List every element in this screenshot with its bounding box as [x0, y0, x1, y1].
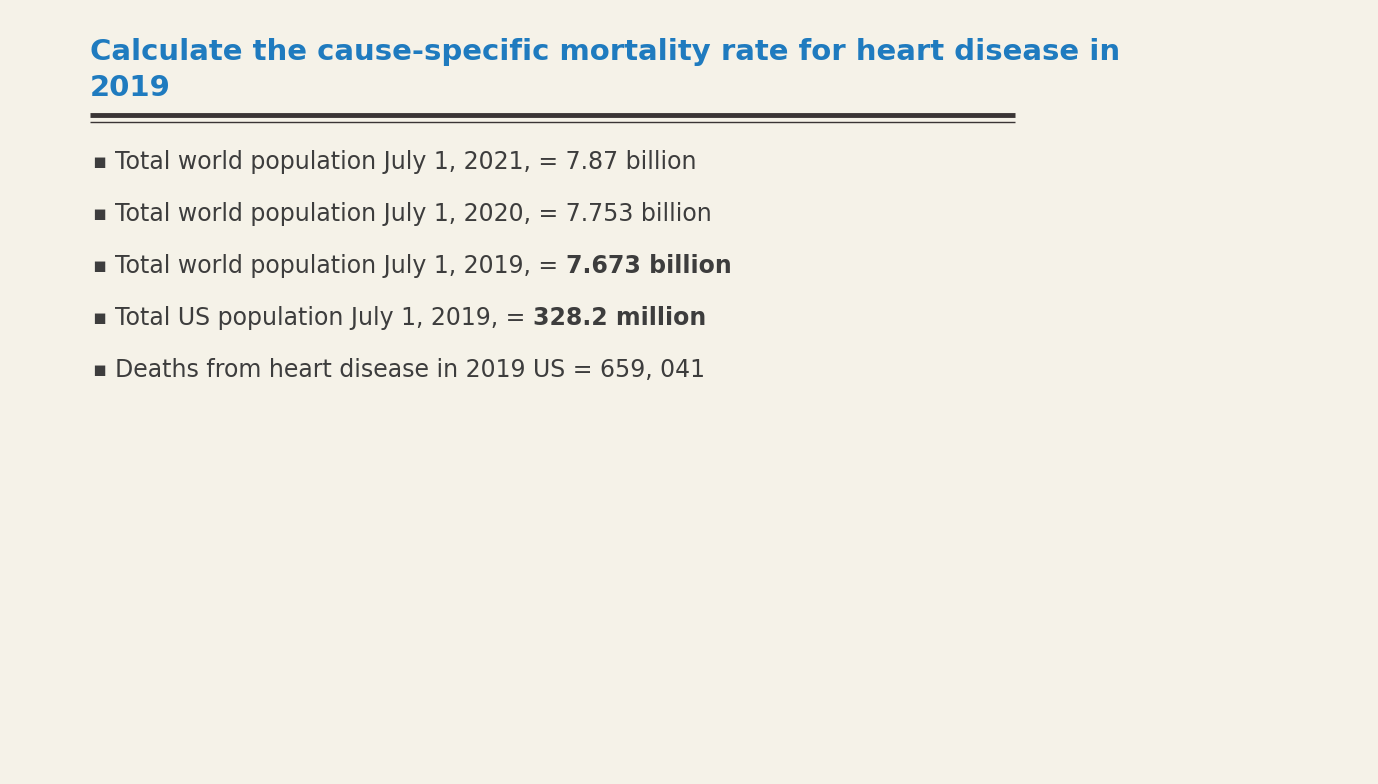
Text: Total world population July 1, 2021, = 7.87 billion: Total world population July 1, 2021, = 7…	[114, 150, 696, 174]
Text: 328.2 million: 328.2 million	[533, 306, 706, 330]
Text: Total world population July 1, 2020, = 7.753 billion: Total world population July 1, 2020, = 7…	[114, 202, 712, 226]
Text: Deaths from heart disease in 2019 US = 659, 041: Deaths from heart disease in 2019 US = 6…	[114, 358, 706, 382]
Text: ▪: ▪	[92, 360, 106, 380]
Text: ▪: ▪	[92, 256, 106, 276]
Text: Total US population July 1, 2019, =: Total US population July 1, 2019, =	[114, 306, 533, 330]
Text: ▪: ▪	[92, 152, 106, 172]
Text: 2019: 2019	[90, 74, 171, 102]
Text: ▪: ▪	[92, 204, 106, 224]
Text: ▪: ▪	[92, 308, 106, 328]
Text: Calculate the cause-specific mortality rate for heart disease in: Calculate the cause-specific mortality r…	[90, 38, 1120, 66]
Text: Total world population July 1, 2019, =: Total world population July 1, 2019, =	[114, 254, 565, 278]
Text: 7.673 billion: 7.673 billion	[565, 254, 732, 278]
